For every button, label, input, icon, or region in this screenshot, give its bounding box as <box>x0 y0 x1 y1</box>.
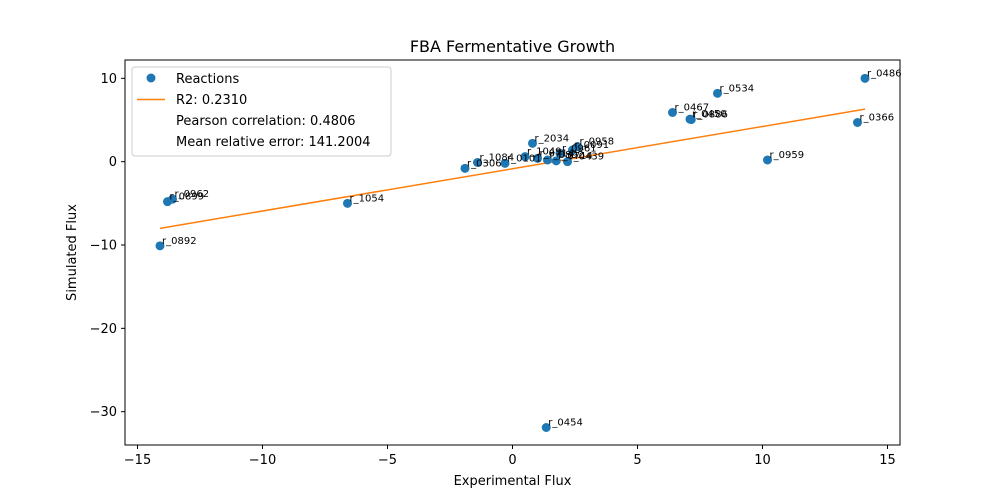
data-point-label: r_0439 <box>570 152 605 163</box>
legend-entry-r2: R2: 0.2310 <box>176 93 247 108</box>
data-point <box>533 153 542 163</box>
data-point-label: r_0486 <box>867 68 902 79</box>
data-point <box>500 158 510 168</box>
chart-title: FBA Fermentative Growth <box>410 37 615 56</box>
data-point-label: r_1084 <box>480 153 515 164</box>
data-point <box>473 158 482 167</box>
y-tick-label: −20 <box>90 322 117 337</box>
data-point-label: r_2034 <box>535 133 570 144</box>
legend: Reactions R2: 0.2310 Pearson correlation… <box>131 66 392 157</box>
legend-entry-mre: Mean relative error: 141.2004 <box>176 135 371 150</box>
data-point <box>763 155 772 165</box>
data-point-label: r_0454 <box>548 418 583 429</box>
x-tick-label: 15 <box>879 453 896 468</box>
data-point <box>668 108 677 117</box>
data-point-label: r_0450 <box>692 109 727 120</box>
data-point <box>860 73 870 83</box>
data-point-label: r_0959 <box>770 150 805 161</box>
data-point <box>551 156 561 166</box>
data-point <box>563 157 572 167</box>
data-point <box>155 241 165 251</box>
data-point-label: r_1054 <box>350 193 385 204</box>
x-axis-label: Experimental Flux <box>454 474 572 489</box>
data-point <box>568 145 577 155</box>
data-point <box>713 88 722 98</box>
points-layer <box>155 73 870 432</box>
data-point-label: r_0892 <box>162 236 197 247</box>
data-point <box>853 118 862 127</box>
legend-entry-pearson: Pearson correlation: 0.4806 <box>176 114 356 129</box>
fit-line <box>159 108 866 230</box>
data-point-label: r_0101 <box>507 153 542 164</box>
y-ticks: −30 −20 −10 0 10 <box>90 72 125 420</box>
x-tick-label: 0 <box>508 453 516 468</box>
data-point <box>528 138 537 148</box>
data-point <box>543 155 552 165</box>
data-point <box>460 163 470 173</box>
data-point-label: r_0962 <box>175 189 210 200</box>
fit-line-layer <box>159 108 866 230</box>
data-point-label: r_1049 <box>527 147 562 158</box>
x-tick-label: 10 <box>754 453 771 468</box>
y-tick-label: −30 <box>90 405 117 420</box>
data-point <box>520 152 530 162</box>
legend-box <box>131 66 392 157</box>
data-point <box>343 198 352 208</box>
y-axis-label: Simulated Flux <box>65 204 80 301</box>
y-tick-label: 0 <box>109 155 117 170</box>
x-tick-label: −10 <box>249 453 276 468</box>
y-tick-label: 10 <box>100 72 117 87</box>
data-point-label: r_0534 <box>720 83 755 94</box>
data-point-label: r_0306 <box>467 158 502 169</box>
data-point <box>163 197 172 207</box>
data-point <box>555 148 565 158</box>
y-tick-label: −10 <box>90 239 117 254</box>
data-point-label: r_0892 <box>550 150 585 161</box>
data-point-label: r_0714 <box>540 148 575 159</box>
data-point <box>541 423 551 432</box>
legend-marker-reactions <box>146 73 156 83</box>
data-point-label: r_0467 <box>675 103 710 114</box>
x-tick-label: 5 <box>633 453 641 468</box>
data-point-label: r_0714 <box>558 151 593 162</box>
x-ticks: −15 −10 −5 0 5 10 15 <box>124 445 896 468</box>
data-point <box>686 115 696 125</box>
data-point-label: r_0886 <box>693 110 728 121</box>
x-tick-label: −5 <box>378 453 397 468</box>
data-point-label: r_0091 <box>575 140 610 151</box>
x-tick-label: −15 <box>124 453 151 468</box>
data-point-label: r_0899 <box>170 192 205 203</box>
data-point-label: r_0961 <box>562 143 597 154</box>
data-point-label: r_0366 <box>860 113 895 124</box>
legend-entry-reactions: Reactions <box>176 72 239 87</box>
data-point-label: r_0958 <box>580 137 615 148</box>
